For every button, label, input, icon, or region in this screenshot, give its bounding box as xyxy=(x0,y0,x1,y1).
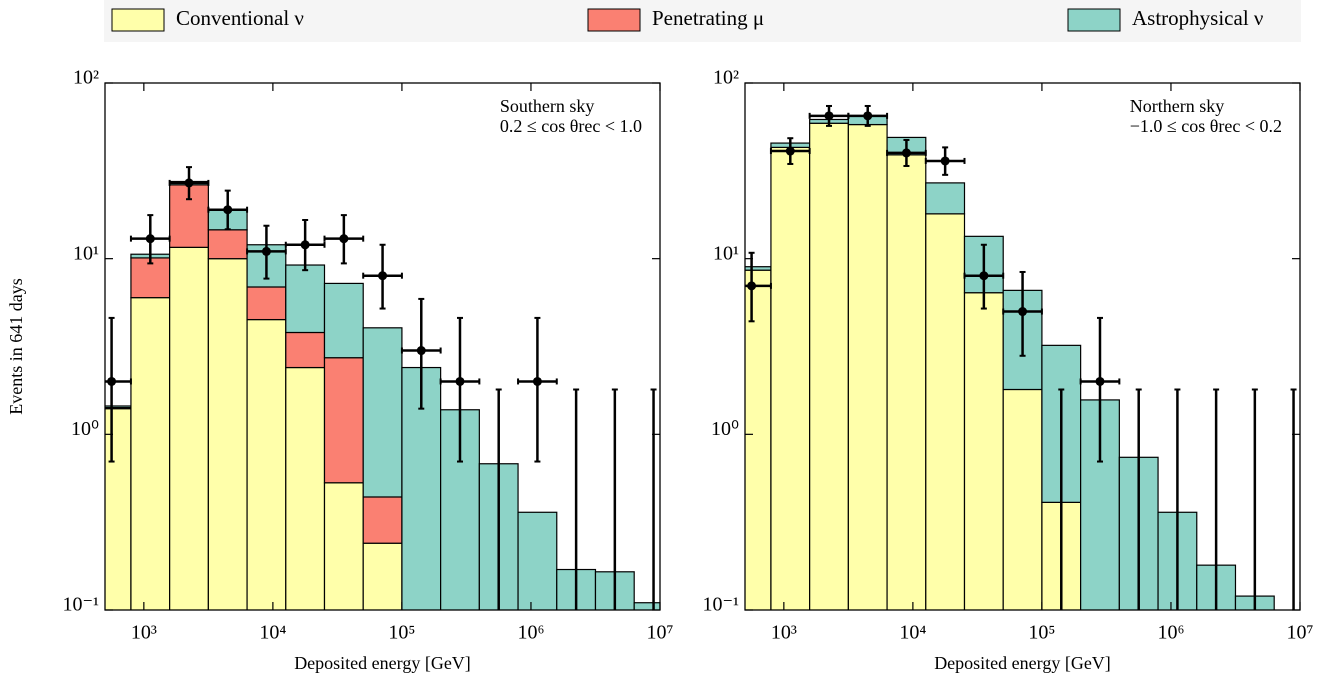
y-tick-label: 10⁰ xyxy=(71,418,99,440)
legend-label: Penetrating μ xyxy=(652,6,764,30)
y-tick-label: 10⁻¹ xyxy=(62,594,99,616)
bar-segment xyxy=(207,258,248,610)
annotation: 0.2 ≤ cos θrec < 1.0 xyxy=(500,116,642,136)
bar-segment xyxy=(1002,388,1043,610)
x-tick-label: 10⁵ xyxy=(1028,622,1055,644)
bar-segment xyxy=(323,282,364,359)
x-tick-label: 10⁴ xyxy=(259,622,286,644)
y-axis-label: Events in 641 days xyxy=(6,278,26,415)
bar-segment xyxy=(925,182,966,215)
annotation: Northern sky xyxy=(1130,96,1224,116)
data-point xyxy=(300,240,310,250)
legend-swatch xyxy=(587,8,641,32)
data-point xyxy=(863,111,873,121)
bar-segment xyxy=(285,331,326,369)
y-tick-label: 10⁻¹ xyxy=(702,594,739,616)
x-axis-label: Deposited energy [GeV] xyxy=(294,653,471,673)
bar-segment xyxy=(246,286,287,321)
y-tick-label: 10² xyxy=(73,67,99,89)
bar-segment xyxy=(517,511,558,610)
data-point xyxy=(378,271,388,281)
bar-segment xyxy=(886,154,927,610)
data-point xyxy=(223,205,233,215)
data-point xyxy=(107,376,117,386)
bar-segment xyxy=(169,246,209,610)
annotation: Southern sky xyxy=(500,96,595,116)
bar-segment xyxy=(246,318,287,610)
data-point xyxy=(532,376,542,386)
legend-label: Conventional ν xyxy=(176,6,304,30)
bar-segment xyxy=(285,366,326,610)
plot-area xyxy=(745,104,1297,610)
bar-segment xyxy=(963,292,1004,610)
x-tick-label: 10⁵ xyxy=(388,622,415,644)
legend-swatch xyxy=(1067,8,1121,32)
data-point xyxy=(416,346,426,356)
data-point xyxy=(901,148,911,158)
plot-frame xyxy=(744,82,1301,611)
y-tick-label: 10¹ xyxy=(73,242,99,264)
x-tick-label: 10³ xyxy=(131,622,157,644)
bar-segment xyxy=(285,264,326,334)
data-point xyxy=(145,234,155,244)
bar-segment xyxy=(362,496,403,544)
bar-segment xyxy=(323,357,364,484)
data-point xyxy=(184,178,194,188)
legend-label: Astrophysical ν xyxy=(1132,6,1263,30)
data-point xyxy=(747,281,757,291)
bar-segment xyxy=(809,122,849,610)
annotation: −1.0 ≤ cos θrec < 0.2 xyxy=(1130,116,1282,136)
data-point xyxy=(824,111,834,121)
x-axis-label: Deposited energy [GeV] xyxy=(934,653,1111,673)
data-point xyxy=(261,246,271,256)
x-tick-label: 10⁶ xyxy=(1157,622,1184,644)
bar-segment xyxy=(770,146,811,610)
y-tick-label: 10² xyxy=(713,67,739,89)
x-tick-label: 10⁶ xyxy=(517,622,544,644)
bar-segment xyxy=(847,123,888,610)
bar-segment xyxy=(207,229,248,260)
plot-frame xyxy=(104,82,661,611)
data-point xyxy=(1095,376,1105,386)
data-point xyxy=(940,156,950,166)
data-point xyxy=(785,146,795,156)
bar-segment xyxy=(105,408,132,610)
data-point xyxy=(339,234,349,244)
x-tick-label: 10³ xyxy=(771,622,797,644)
x-tick-label: 10⁷ xyxy=(647,622,674,644)
legend-swatch xyxy=(111,8,165,32)
bar-segment xyxy=(362,327,403,498)
y-tick-label: 10⁰ xyxy=(711,418,739,440)
plot-area xyxy=(105,166,660,610)
x-tick-label: 10⁷ xyxy=(1287,622,1314,644)
bar-segment xyxy=(362,542,403,610)
bar-segment xyxy=(130,297,171,610)
data-point xyxy=(979,271,989,281)
x-tick-label: 10⁴ xyxy=(899,622,926,644)
data-point xyxy=(455,376,465,386)
bar-segment xyxy=(323,482,364,610)
bar-segment xyxy=(925,213,966,610)
y-tick-label: 10¹ xyxy=(713,242,739,264)
data-point xyxy=(1018,307,1028,317)
